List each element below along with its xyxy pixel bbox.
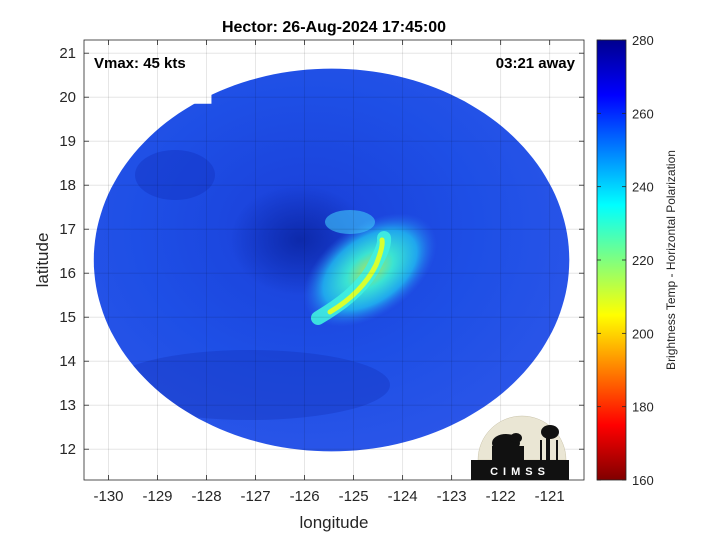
colorbar-tick-label: 260 — [632, 106, 654, 121]
vmax-annotation: Vmax: 45 kts — [94, 55, 186, 72]
colorbar-tick-label: 180 — [632, 400, 654, 415]
x-tick-label: -124 — [388, 488, 418, 505]
colorbar-label: Brightness Temp - Horizontal Polarizatio… — [664, 150, 678, 370]
y-tick-label: 21 — [59, 45, 76, 62]
upper-convection — [325, 210, 375, 234]
swath-gap — [162, 40, 222, 104]
y-axis-ticks: 12 13 14 15 16 17 18 19 20 21 — [59, 45, 584, 458]
colorbar: 160 180 200 220 240 260 280 Brightness Temp - … — [596, 33, 678, 488]
y-tick-label: 19 — [59, 133, 76, 150]
grid — [84, 40, 584, 480]
lower-dark-band — [110, 350, 390, 420]
x-tick-label: -125 — [339, 488, 369, 505]
y-tick-label: 20 — [59, 89, 76, 106]
x-tick-label: -130 — [93, 488, 123, 505]
logo-building-silhouette — [492, 425, 559, 460]
colorbar-ticks: 160 180 200 220 240 260 280 — [597, 33, 654, 488]
x-tick-label: -123 — [437, 488, 467, 505]
colorbar-tick-label: 240 — [632, 180, 654, 195]
outer-dark-band — [135, 150, 215, 200]
colorbar-gradient — [596, 39, 627, 481]
time-away-annotation: 03:21 away — [496, 55, 576, 72]
swath-image — [93, 40, 570, 452]
logo-text: CIMSS — [490, 466, 550, 478]
y-tick-label: 13 — [59, 397, 76, 414]
y-tick-label: 16 — [59, 265, 76, 282]
cimss-logo: CIMSS — [471, 415, 569, 480]
x-tick-label: -128 — [192, 488, 222, 505]
x-tick-label: -126 — [290, 488, 320, 505]
y-tick-label: 14 — [59, 353, 76, 370]
x-axis-ticks: -130 -129 -128 -127 -126 -125 -124 -123 -122 -121 — [93, 40, 565, 505]
colorbar-tick-label: 280 — [632, 33, 654, 48]
y-tick-label: 17 — [59, 221, 76, 238]
axes-box — [83, 39, 585, 481]
x-tick-label: -121 — [535, 488, 565, 505]
x-axis-label: longitude — [299, 513, 368, 532]
colorbar-tick-label: 200 — [632, 326, 654, 341]
colorbar-tick-label: 160 — [632, 473, 654, 488]
x-tick-label: -127 — [241, 488, 271, 505]
y-axis-label: latitude — [33, 233, 52, 288]
y-tick-label: 15 — [59, 309, 76, 326]
chart-title: Hector: 26-Aug-2024 17:45:00 — [222, 19, 446, 36]
y-tick-label: 18 — [59, 177, 76, 194]
rain-band-peak — [327, 237, 385, 315]
logo-base-bar — [471, 460, 569, 480]
x-tick-label: -129 — [143, 488, 173, 505]
y-tick-label: 12 — [59, 441, 76, 458]
x-tick-label: -122 — [486, 488, 516, 505]
colorbar-tick-label: 220 — [632, 253, 654, 268]
